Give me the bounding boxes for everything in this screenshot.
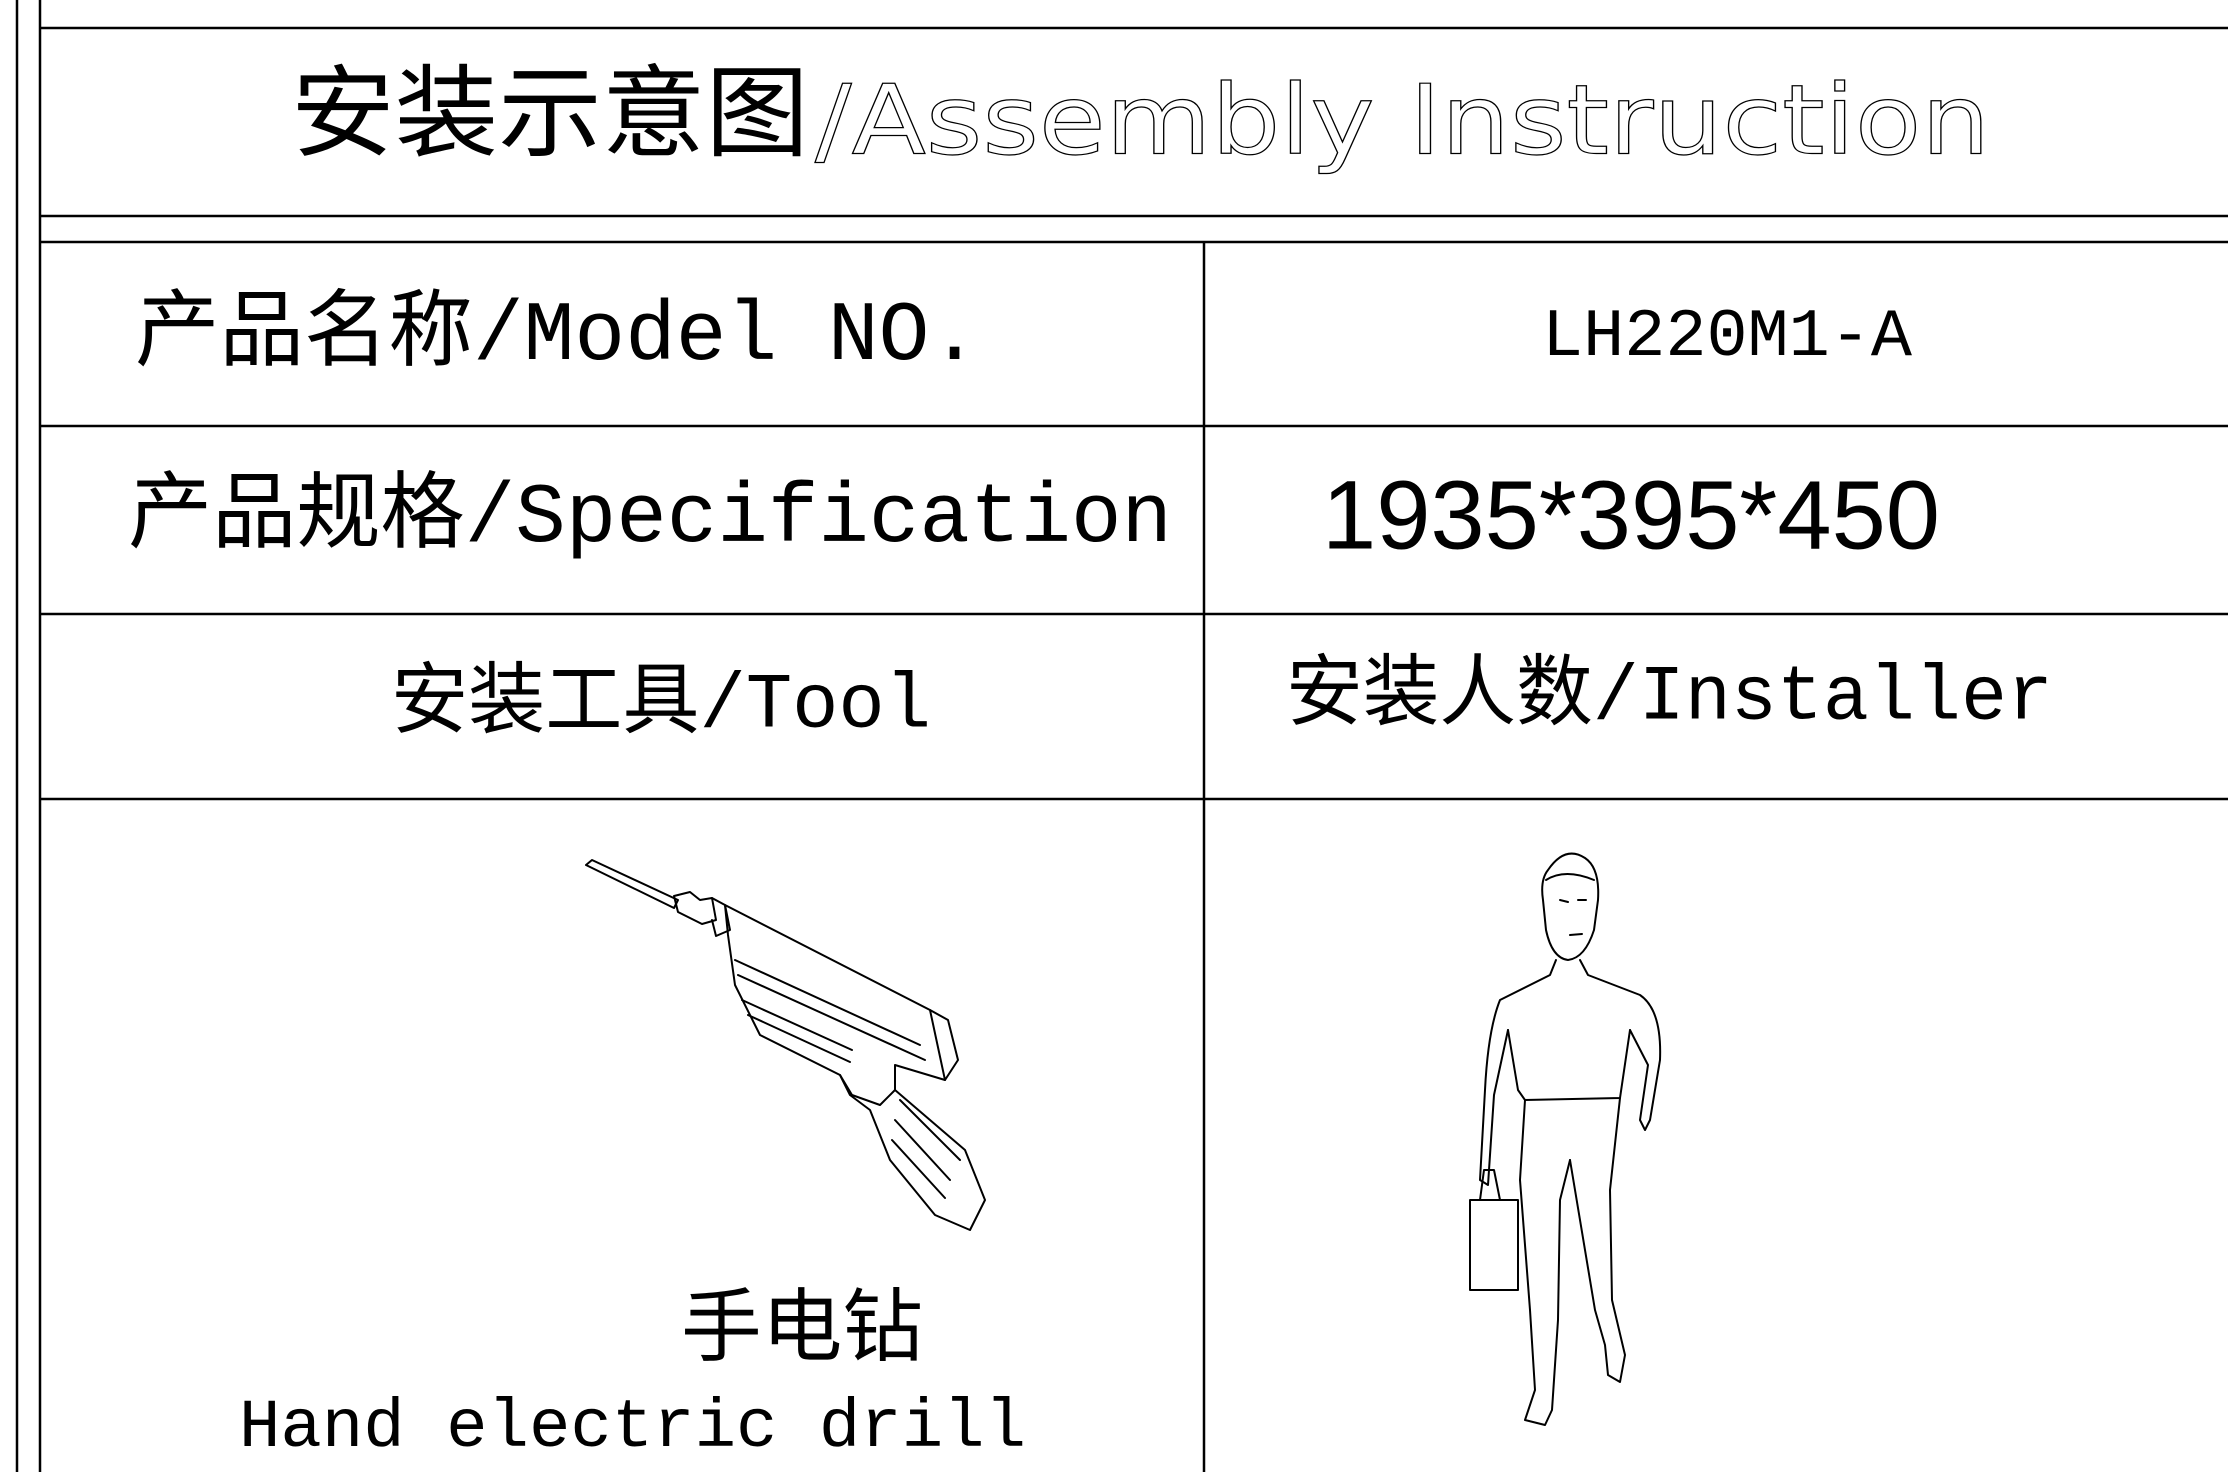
tool-name-zh: 手电钻 — [681, 1284, 923, 1372]
frame — [15, 0, 2228, 1472]
drill-drawing — [585, 859, 986, 1231]
tool-label: 安装工具/Tool — [391, 660, 931, 751]
model-label: 产品名称/Model NO. — [135, 287, 980, 385]
installer-drawing — [1469, 852, 1662, 1426]
spec-value: 1935*395*450 — [1322, 461, 1940, 570]
title-en: /Assembly Instruction — [815, 64, 1990, 176]
spec-label: 产品规格/Specification — [128, 469, 1172, 567]
tool-name-en: Hand electric drill — [239, 1389, 1026, 1467]
model-value: LH220M1-A — [1542, 299, 1912, 376]
title-zh: 安装示意图 — [291, 59, 809, 170]
installer-label: 安装人数/Installer — [1286, 652, 2053, 743]
